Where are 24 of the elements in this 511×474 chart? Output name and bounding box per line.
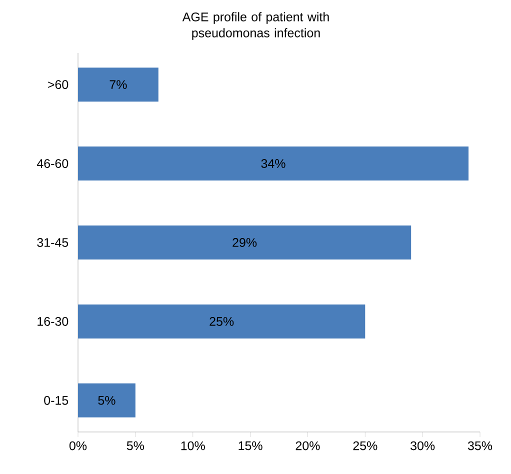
x-tick-label: 15%: [238, 441, 262, 450]
x-tick-label: 0%: [69, 441, 87, 450]
y-tick-label: 31-45: [37, 238, 68, 247]
data-label: 5%: [98, 396, 116, 405]
data-label: 7%: [110, 80, 127, 89]
data-label: 29%: [232, 238, 257, 247]
bar: [78, 146, 469, 181]
x-tick-label: 25%: [353, 441, 378, 450]
data-label: 25%: [210, 317, 234, 326]
x-tick-label: 5%: [126, 441, 144, 450]
x-tick-label: 10%: [181, 441, 205, 450]
y-tick-label: >60: [48, 80, 68, 89]
y-tick-label: 46-60: [36, 159, 68, 168]
bar: [78, 304, 366, 338]
chart-title: AGE profile of patient with pseudomonas infection: [182, 12, 329, 40]
bar: [78, 225, 412, 260]
bar: [78, 383, 136, 418]
x-tick-label: 30%: [410, 441, 435, 450]
y-tick-label: 16-30: [38, 317, 68, 326]
x-tick-label: 35%: [468, 441, 492, 450]
bar: [78, 68, 158, 102]
x-tick-label: 20%: [296, 441, 320, 450]
data-label: 34%: [261, 159, 286, 168]
y-tick-label: 0-15: [44, 396, 68, 405]
